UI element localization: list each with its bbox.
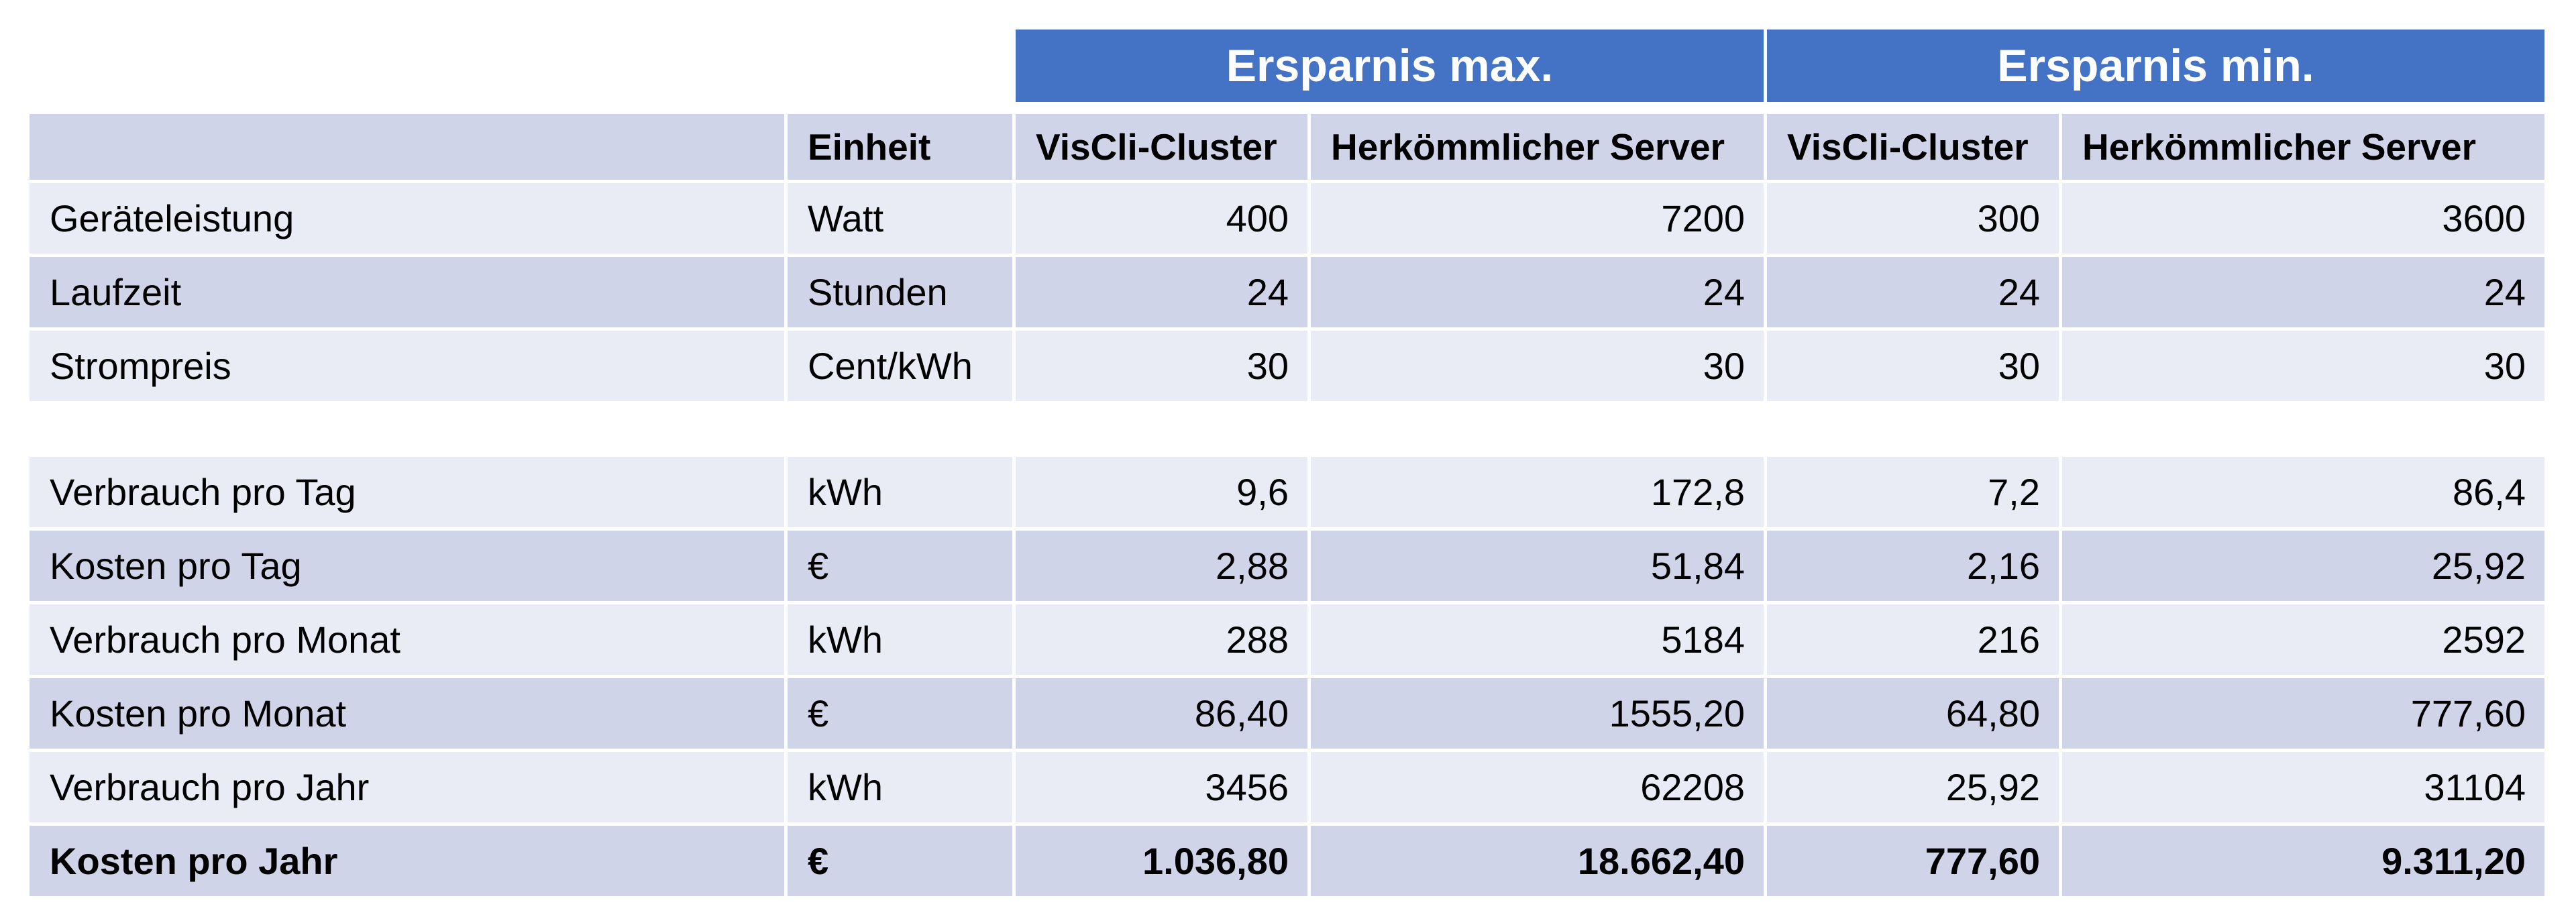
unit-cell: € [788, 826, 1012, 896]
value-cell: 18.662,40 [1311, 826, 1764, 896]
row-label: Kosten pro Jahr [30, 826, 784, 896]
value-cell: 30 [1767, 331, 2059, 401]
column-header-einheit: Einheit [788, 114, 1012, 180]
row-label: Verbrauch pro Tag [30, 457, 784, 527]
unit-cell: € [788, 678, 1012, 749]
unit-cell: kWh [788, 752, 1012, 822]
value-cell: 1.036,80 [1016, 826, 1307, 896]
value-cell: 2,16 [1767, 531, 2059, 601]
value-cell: 30 [1311, 331, 1764, 401]
column-header-viscli-max: VisCli-Cluster [1016, 114, 1307, 180]
value-cell: 216 [1767, 604, 2059, 675]
value-cell: 86,40 [1016, 678, 1307, 749]
value-cell: 24 [1767, 257, 2059, 327]
value-cell: 64,80 [1767, 678, 2059, 749]
row-label: Strompreis [30, 331, 784, 401]
value-cell: 400 [1016, 183, 1307, 254]
unit-cell: kWh [788, 604, 1012, 675]
value-cell: 25,92 [1767, 752, 2059, 822]
unit-cell: kWh [788, 457, 1012, 527]
value-cell: 30 [2062, 331, 2544, 401]
banner-ersparnis-min: Ersparnis min. [1767, 30, 2544, 102]
unit-cell: Cent/kWh [788, 331, 1012, 401]
value-cell: 3600 [2062, 183, 2544, 254]
unit-cell: Stunden [788, 257, 1012, 327]
row-label: Kosten pro Tag [30, 531, 784, 601]
cost-comparison-table: Ersparnis max. Ersparnis min. Einheit Vi… [30, 30, 2544, 896]
value-cell: 288 [1016, 604, 1307, 675]
banner-ersparnis-max: Ersparnis max. [1016, 30, 1764, 102]
value-cell: 24 [2062, 257, 2544, 327]
row-label: Verbrauch pro Monat [30, 604, 784, 675]
value-cell: 30 [1016, 331, 1307, 401]
column-header-viscli-min: VisCli-Cluster [1767, 114, 2059, 180]
column-header-server-min: Herkömmlicher Server [2062, 114, 2544, 180]
value-cell: 2592 [2062, 604, 2544, 675]
value-cell: 9,6 [1016, 457, 1307, 527]
row-label: Verbrauch pro Jahr [30, 752, 784, 822]
value-cell: 777,60 [2062, 678, 2544, 749]
value-cell: 25,92 [2062, 531, 2544, 601]
value-cell: 777,60 [1767, 826, 2059, 896]
value-cell: 86,4 [2062, 457, 2544, 527]
value-cell: 300 [1767, 183, 2059, 254]
column-header-server-max: Herkömmlicher Server [1311, 114, 1764, 180]
value-cell: 5184 [1311, 604, 1764, 675]
value-cell: 3456 [1016, 752, 1307, 822]
column-header-empty [30, 114, 784, 180]
row-label: Geräteleistung [30, 183, 784, 254]
value-cell: 1555,20 [1311, 678, 1764, 749]
value-cell: 24 [1311, 257, 1764, 327]
value-cell: 7200 [1311, 183, 1764, 254]
value-cell: 51,84 [1311, 531, 1764, 601]
value-cell: 24 [1016, 257, 1307, 327]
row-label: Laufzeit [30, 257, 784, 327]
value-cell: 9.311,20 [2062, 826, 2544, 896]
value-cell: 172,8 [1311, 457, 1764, 527]
value-cell: 7,2 [1767, 457, 2059, 527]
unit-cell: € [788, 531, 1012, 601]
value-cell: 62208 [1311, 752, 1764, 822]
unit-cell: Watt [788, 183, 1012, 254]
row-label: Kosten pro Monat [30, 678, 784, 749]
value-cell: 31104 [2062, 752, 2544, 822]
value-cell: 2,88 [1016, 531, 1307, 601]
